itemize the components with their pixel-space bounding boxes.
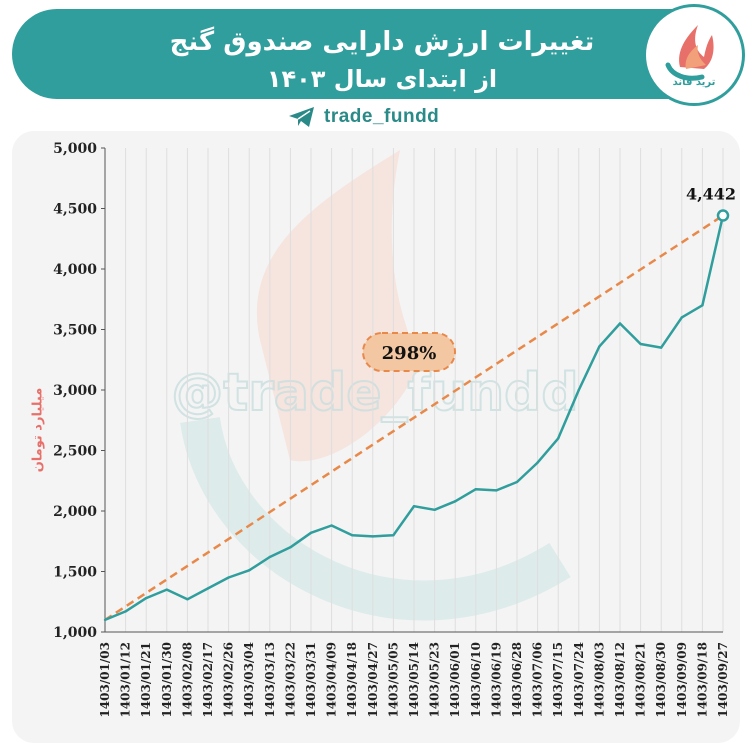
x-tick-label: 1403/02/26 — [222, 642, 236, 718]
y-tick-label: 5,000 — [53, 141, 97, 157]
x-tick-label: 1403/06/28 — [510, 642, 524, 718]
watermark-flame — [256, 150, 420, 462]
chart-title: تغییرات ارزش دارایی صندوق گنج — [169, 27, 595, 57]
x-tick-label: 1403/01/03 — [98, 642, 112, 718]
x-tick-label: 1403/03/22 — [283, 642, 297, 718]
data-point — [433, 508, 436, 511]
x-tick-label: 1403/06/01 — [448, 642, 462, 718]
watermark-text: @trade_fundd — [171, 363, 578, 423]
data-point — [124, 610, 127, 613]
data-point — [330, 524, 333, 527]
data-point — [186, 598, 189, 601]
y-axis-label: میلیارد تومان — [8, 370, 68, 490]
x-tick-label: 1403/04/18 — [345, 642, 359, 718]
data-point — [371, 535, 374, 538]
data-point — [412, 504, 416, 508]
trend-dashed-line — [104, 214, 724, 621]
x-tick-label: 1403/04/27 — [366, 642, 380, 718]
y-tick-label: 1,500 — [53, 565, 97, 581]
data-point — [536, 461, 539, 464]
data-point — [351, 534, 354, 537]
data-point — [660, 346, 663, 349]
x-tick-label: 1403/08/21 — [634, 642, 648, 718]
x-tick-label: 1403/09/18 — [695, 642, 709, 718]
annotations: 4,442 298% — [362, 185, 736, 372]
x-tick-label: 1403/06/10 — [469, 642, 483, 718]
axes: 1,000 1,500 2,000 2,500 3,000 3,500 4,000 4,500… — [53, 141, 730, 718]
telegram-icon — [289, 107, 314, 127]
flame-logo-icon — [665, 25, 714, 81]
data-point — [165, 588, 168, 591]
data-point — [248, 569, 251, 572]
data-point — [639, 342, 642, 346]
x-tick-label: 1403/08/03 — [592, 642, 606, 718]
x-tick-label: 1403/08/30 — [654, 642, 668, 718]
x-tick-label: 1403/04/09 — [325, 642, 339, 718]
x-tick-label: 1403/05/14 — [407, 642, 421, 718]
y-tick-label: 2,000 — [53, 504, 97, 520]
data-point — [701, 304, 704, 307]
data-point — [206, 587, 210, 590]
data-point — [309, 531, 313, 534]
data-point — [268, 555, 271, 559]
logo-text: ترید فاند — [672, 77, 716, 88]
data-point — [680, 316, 683, 319]
change-badge — [362, 332, 456, 372]
change-badge-label: 298% — [382, 343, 437, 364]
data-point — [145, 596, 148, 600]
x-tick-label: 1403/07/15 — [551, 642, 565, 718]
end-point-marker — [716, 209, 730, 222]
data-point — [557, 437, 560, 440]
data-point — [577, 388, 580, 392]
x-tick-label: 1403/02/08 — [180, 642, 194, 718]
y-tick-label: 4,500 — [53, 202, 97, 218]
x-tick-label: 1403/07/24 — [572, 642, 586, 718]
x-tick-label: 1403/03/31 — [304, 642, 318, 718]
trend-line — [104, 214, 724, 621]
x-tick-label: 1403/02/17 — [201, 642, 215, 718]
telegram-handle[interactable]: trade_fundd — [288, 104, 439, 130]
data-point — [103, 618, 107, 622]
data-point — [495, 489, 498, 492]
watermark-swoosh — [180, 416, 571, 621]
y-tick-label: 3,000 — [53, 383, 97, 399]
data-point — [454, 500, 457, 503]
y-tick-label: 4,000 — [53, 262, 97, 278]
y-tick-label: 1,000 — [53, 625, 97, 641]
x-tick-label: 1403/08/12 — [613, 642, 627, 718]
x-tick-label: 1403/03/04 — [242, 642, 256, 718]
data-point — [515, 480, 519, 484]
x-tick-label: 1403/07/06 — [531, 642, 545, 718]
end-value-label: 4,442 — [686, 185, 736, 204]
data-point — [392, 534, 395, 537]
x-tick-label: 1403/01/30 — [160, 642, 174, 718]
x-tick-label: 1403/06/19 — [489, 642, 503, 718]
brand-logo: ترید فاند — [646, 7, 742, 103]
x-tick-label: 1403/05/05 — [386, 642, 400, 718]
x-tick-label: 1403/03/13 — [263, 642, 277, 718]
handle-text: trade_fundd — [324, 106, 440, 127]
x-tick-label: 1403/09/09 — [675, 642, 689, 718]
y-axis-label-text: میلیارد تومان — [30, 387, 46, 473]
y-tick-label: 3,500 — [53, 323, 97, 339]
data-point — [598, 345, 601, 348]
watermark: @trade_fundd — [170, 150, 580, 621]
data-point — [618, 322, 622, 325]
data-point — [289, 546, 292, 549]
series — [103, 209, 730, 622]
x-tick-label: 1403/09/27 — [716, 642, 730, 718]
chart-subtitle: از ابتدای سال ۱۴۰۳ — [266, 65, 498, 93]
x-tick-label: 1403/05/23 — [428, 642, 442, 718]
title-banner: تغییرات ارزش دارایی صندوق گنج از ابتدای … — [12, 9, 734, 99]
data-point — [474, 488, 477, 491]
data-point — [227, 576, 230, 579]
y-tick-label: 2,500 — [53, 444, 97, 460]
x-tick-label: 1403/01/12 — [119, 642, 133, 718]
x-tick-label: 1403/01/21 — [139, 642, 153, 718]
